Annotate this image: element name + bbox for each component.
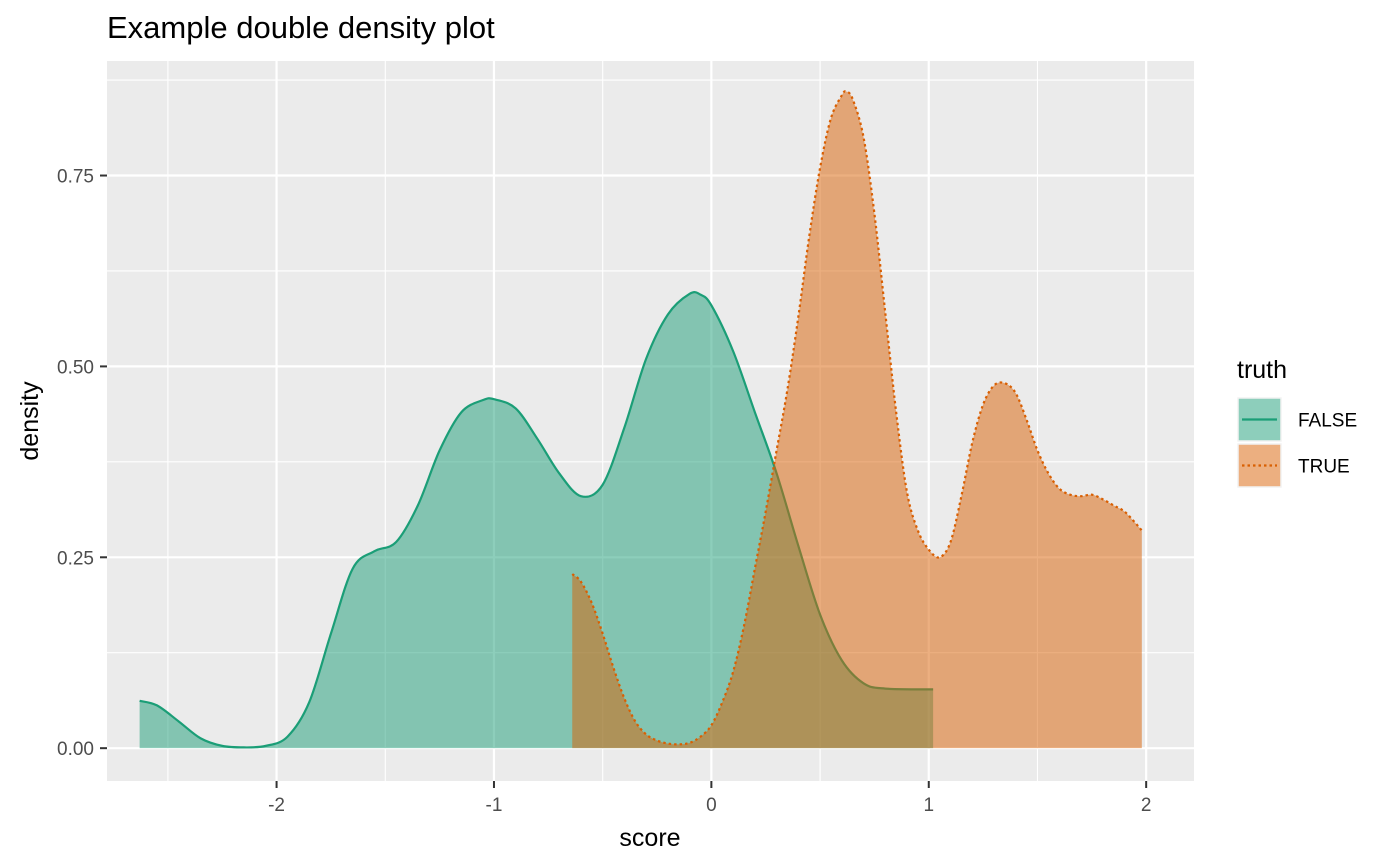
y-tick-label: 0.00 [57, 739, 94, 760]
legend-title: truth [1237, 356, 1287, 384]
chart-title: Example double density plot [107, 10, 495, 45]
density-areas [139, 90, 1143, 749]
density-area-true [572, 91, 1142, 749]
y-tick-label: 0.50 [57, 357, 94, 378]
y-axis-title: density [16, 381, 44, 461]
legend: truth FALSE TRUE [1237, 356, 1357, 488]
x-tick-label: -2 [268, 795, 285, 816]
y-tick-label: 0.25 [57, 548, 94, 569]
density-line-true [571, 90, 1143, 746]
legend-label-true: TRUE [1298, 457, 1350, 478]
x-tick-label: 1 [923, 795, 934, 816]
y-tick-label: 0.75 [57, 167, 94, 188]
x-axis-title: score [619, 824, 680, 852]
legend-items: FALSE TRUE [1237, 397, 1357, 488]
x-axis: -2 -1 0 1 2 [268, 781, 1151, 816]
x-tick-label: 0 [706, 795, 717, 816]
x-tick-label: -1 [486, 795, 503, 816]
x-tick-label: 2 [1141, 795, 1152, 816]
legend-label-false: FALSE [1298, 411, 1357, 432]
y-axis: 0.00 0.25 0.50 0.75 [57, 167, 107, 760]
density-area-false [139, 292, 934, 749]
